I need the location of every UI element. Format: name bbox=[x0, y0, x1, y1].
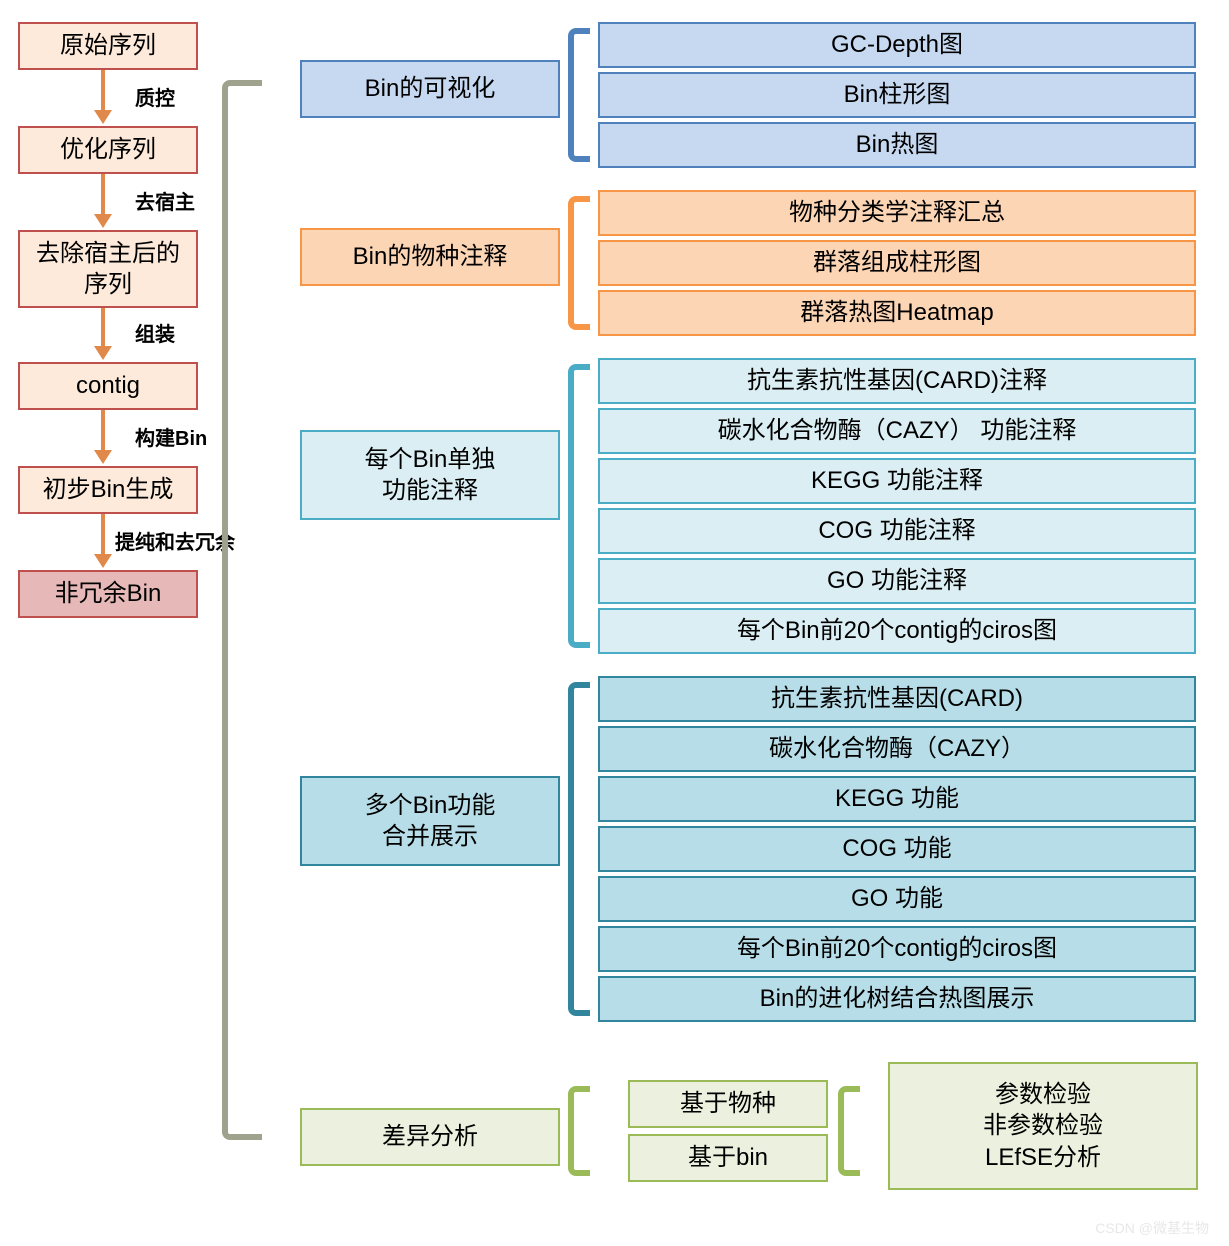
bracket bbox=[838, 1086, 860, 1176]
right-item-r-card1: 抗生素抗性基因(CARD)注释 bbox=[598, 358, 1196, 404]
arrow-label: 去宿主 bbox=[135, 186, 195, 215]
green-mid-g-spec: 基于物种 bbox=[628, 1080, 828, 1128]
arrow-down bbox=[94, 514, 112, 568]
right-item-r-hmap: 群落热图Heatmap bbox=[598, 290, 1196, 336]
left-step-n-prebin: 初步Bin生成 bbox=[18, 466, 198, 514]
arrow-label: 构建Bin bbox=[135, 422, 207, 451]
right-item-r-go1: GO 功能注释 bbox=[598, 558, 1196, 604]
bracket bbox=[568, 682, 590, 1016]
right-item-r-ciros: 每个Bin前20个contig的ciros图 bbox=[598, 608, 1196, 654]
bracket bbox=[568, 196, 590, 330]
right-item-r-tax: 物种分类学注释汇总 bbox=[598, 190, 1196, 236]
mid-node-m-spec: Bin的物种注释 bbox=[300, 228, 560, 286]
right-item-r-kegg2: KEGG 功能 bbox=[598, 776, 1196, 822]
right-item-r-card2: 抗生素抗性基因(CARD) bbox=[598, 676, 1196, 722]
left-step-n-opt: 优化序列 bbox=[18, 126, 198, 174]
right-item-r-cog2: COG 功能 bbox=[598, 826, 1196, 872]
green-mid-g-bin: 基于bin bbox=[628, 1134, 828, 1182]
right-item-r-phylo: Bin的进化树结合热图展示 bbox=[598, 976, 1196, 1022]
right-item-r-heat: Bin热图 bbox=[598, 122, 1196, 168]
left-step-n-raw: 原始序列 bbox=[18, 22, 198, 70]
bracket bbox=[568, 28, 590, 162]
right-item-r-comm: 群落组成柱形图 bbox=[598, 240, 1196, 286]
arrow-label: 质控 bbox=[135, 82, 175, 111]
green-right-tests: 参数检验 非参数检验 LEfSE分析 bbox=[888, 1062, 1198, 1190]
arrow-down bbox=[94, 308, 112, 360]
bracket bbox=[222, 80, 262, 1140]
right-item-r-bar: Bin柱形图 bbox=[598, 72, 1196, 118]
left-step-n-nrbin: 非冗余Bin bbox=[18, 570, 198, 618]
mid-node-m-diff: 差异分析 bbox=[300, 1108, 560, 1166]
bracket bbox=[568, 364, 590, 648]
right-item-r-cazy1: 碳水化合物酶（CAZY） 功能注释 bbox=[598, 408, 1196, 454]
right-item-r-cog1: COG 功能注释 bbox=[598, 508, 1196, 554]
right-item-r-kegg1: KEGG 功能注释 bbox=[598, 458, 1196, 504]
arrow-label: 提纯和去冗余 bbox=[115, 526, 235, 555]
arrow-down bbox=[94, 410, 112, 464]
arrow-down bbox=[94, 70, 112, 124]
mid-node-m-viz: Bin的可视化 bbox=[300, 60, 560, 118]
right-item-r-go2: GO 功能 bbox=[598, 876, 1196, 922]
left-step-n-contig: contig bbox=[18, 362, 198, 410]
right-item-r-cazy2: 碳水化合物酶（CAZY） bbox=[598, 726, 1196, 772]
bracket bbox=[568, 1086, 590, 1176]
watermark-text: CSDN @微基生物 bbox=[1095, 1218, 1209, 1238]
mid-node-m-single: 每个Bin单独 功能注释 bbox=[300, 430, 560, 520]
arrow-label: 组装 bbox=[135, 318, 175, 347]
mid-node-m-multi: 多个Bin功能 合并展示 bbox=[300, 776, 560, 866]
right-item-r-ciros2: 每个Bin前20个contig的ciros图 bbox=[598, 926, 1196, 972]
arrow-down bbox=[94, 174, 112, 228]
right-item-r-gc: GC-Depth图 bbox=[598, 22, 1196, 68]
left-step-n-host: 去除宿主后的 序列 bbox=[18, 230, 198, 308]
